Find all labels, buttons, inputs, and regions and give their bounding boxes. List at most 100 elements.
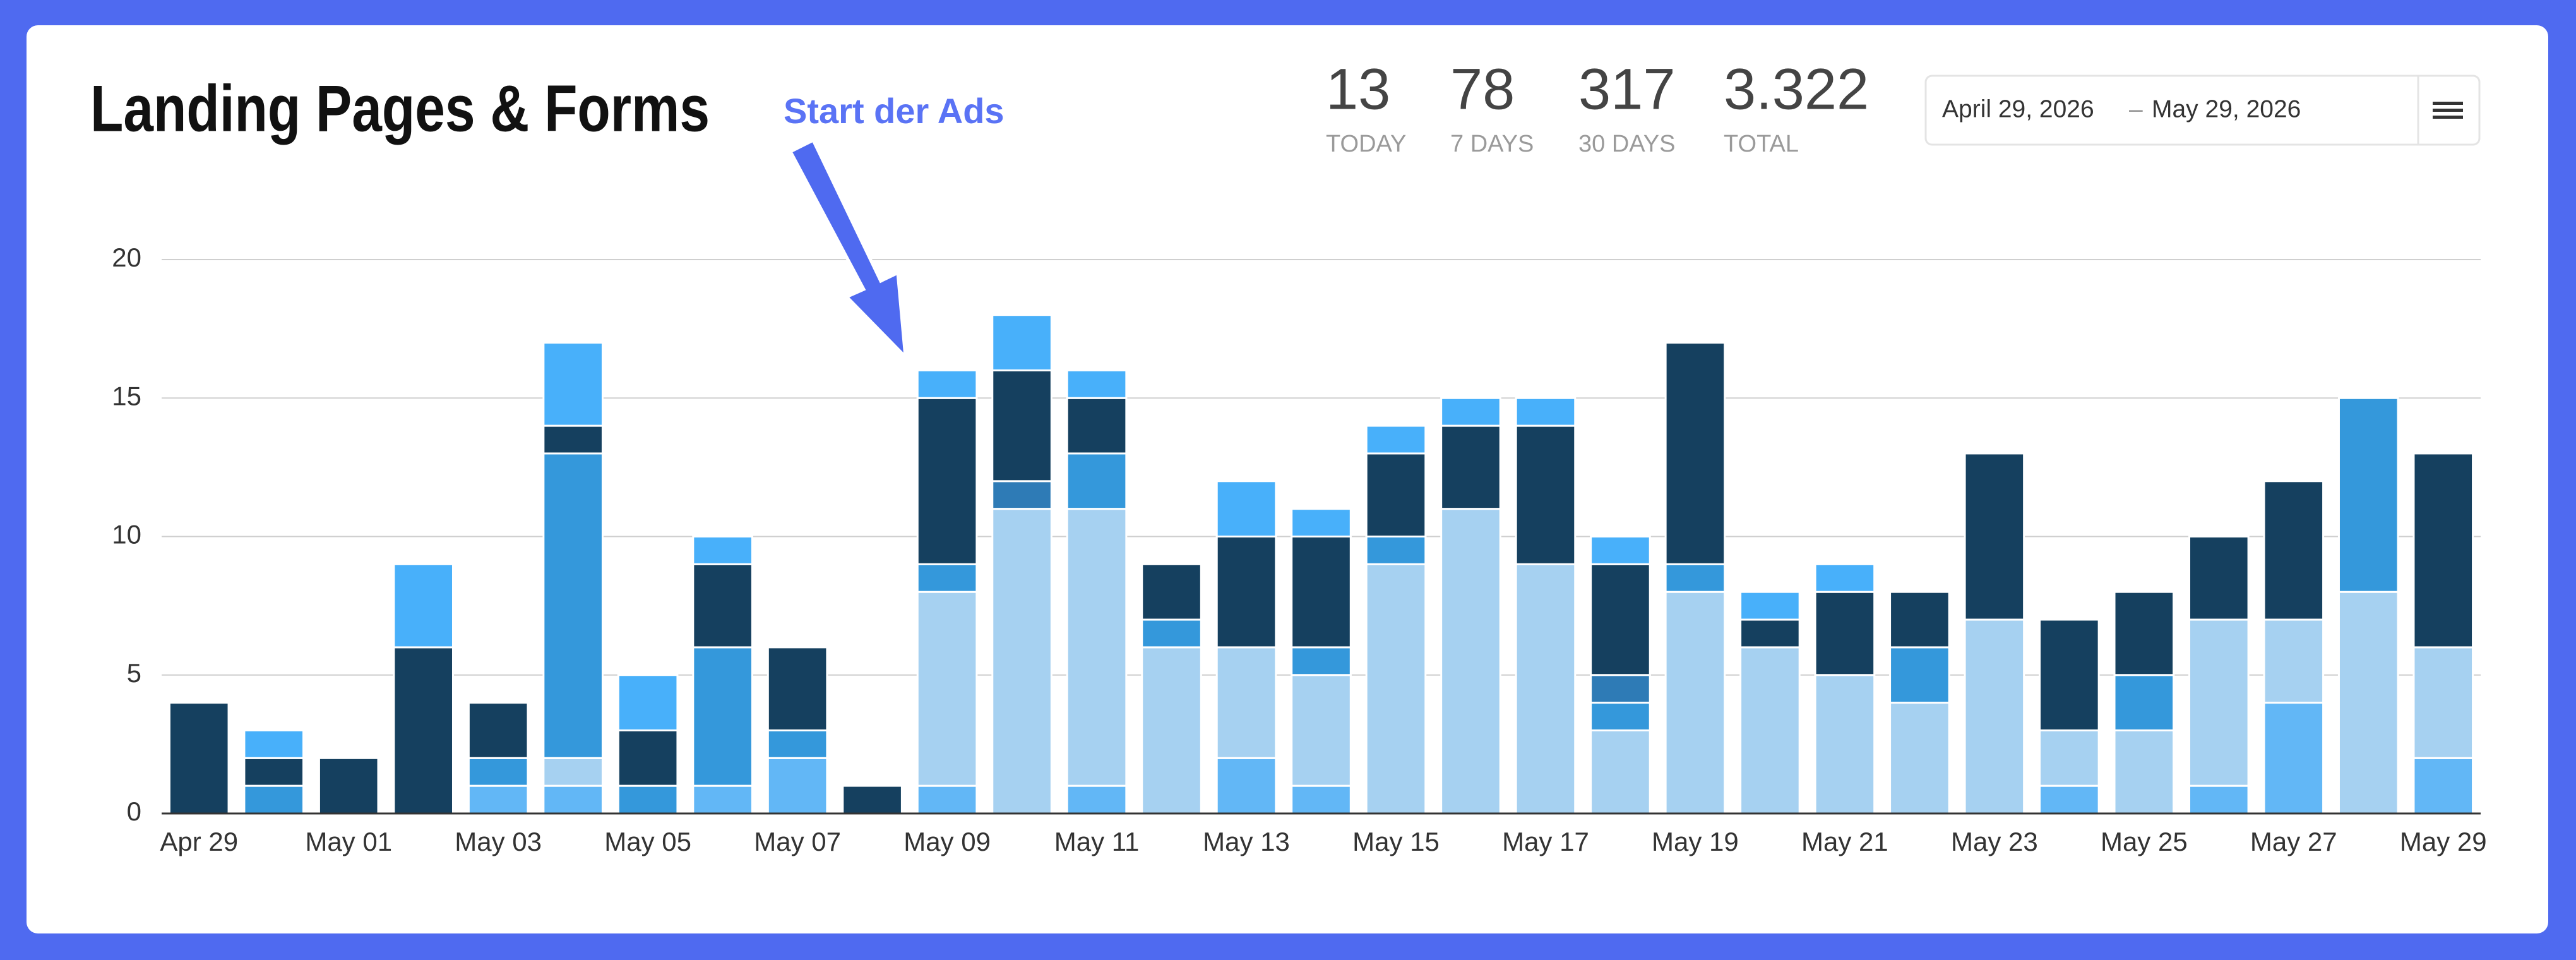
bar-segment (1515, 563, 1577, 815)
bar-segment (1365, 563, 1427, 815)
bar-segment (2412, 757, 2474, 815)
x-tick-label: May 21 (1801, 827, 1888, 856)
bar-segment (1814, 674, 1876, 815)
bar-segment (916, 369, 978, 399)
x-tick-label: May 11 (1054, 827, 1140, 856)
bar-segment (1590, 729, 1651, 815)
bar-segment (1291, 536, 1352, 649)
bar-segment (2263, 702, 2325, 815)
bar-segment (318, 757, 379, 815)
bar-segment (1664, 342, 1726, 565)
bar-segment (1215, 480, 1277, 537)
stat-value: 3.322 (1724, 57, 1869, 121)
y-tick-label: 0 (127, 796, 141, 826)
bar-segment (617, 784, 679, 815)
bar-segment (1739, 618, 1801, 649)
bar-segment (542, 757, 604, 787)
bar-segment (1889, 646, 1950, 704)
bar-segment (766, 646, 828, 731)
bar-segment (1291, 784, 1352, 815)
bar-segment (1739, 591, 1801, 621)
date-separator: – (2129, 95, 2143, 123)
bar-segment (1889, 702, 1950, 815)
bar-segment (842, 784, 903, 815)
bar-segment (2113, 591, 2175, 676)
x-tick-label: May 03 (455, 827, 542, 856)
bar-segment (692, 646, 753, 787)
date-end: May 29, 2026 (2152, 95, 2301, 123)
y-tick-label: 10 (112, 520, 141, 549)
bar-segment (1141, 563, 1202, 621)
y-tick-label: 20 (112, 243, 141, 272)
bar-segment (916, 784, 978, 815)
bar-segment (2263, 618, 2325, 704)
bar-segment (1590, 563, 1651, 676)
stat-label: 7 DAYS (1450, 131, 1534, 157)
bar-segment (1440, 424, 1501, 510)
bar-segment (1066, 452, 1128, 510)
bar-segment (243, 757, 305, 787)
bar-segment (1664, 591, 1726, 815)
bar-segment (1066, 397, 1128, 455)
bar-segment (2188, 784, 2250, 815)
bar-segment (243, 729, 305, 759)
bar-segment (1066, 508, 1128, 787)
bar-segment (2337, 591, 2399, 815)
x-tick-label: May 19 (1652, 827, 1739, 856)
menu-icon[interactable] (2433, 102, 2463, 119)
bar-segment (1739, 646, 1801, 815)
bar-segment (467, 757, 529, 787)
date-picker[interactable] (1924, 75, 2481, 146)
bar-segment (1365, 452, 1427, 538)
bar-segment (243, 784, 305, 815)
bar-segment (1590, 702, 1651, 731)
bar-segment (1440, 508, 1501, 815)
bar-segment (1889, 591, 1950, 649)
x-tick-label: May 01 (305, 827, 392, 856)
bar-segment (1215, 757, 1277, 815)
bar-segment (766, 729, 828, 759)
bar-segment (1066, 784, 1128, 815)
bar-segment (1814, 591, 1876, 676)
x-tick-label: May 29 (2400, 827, 2487, 856)
menu-line (2433, 102, 2463, 105)
x-tick-label: May 25 (2101, 827, 2188, 856)
bar-segment (2039, 729, 2100, 787)
stat-value: 13 (1326, 57, 1390, 121)
bar-segment (2113, 674, 2175, 731)
bar-segment (1215, 536, 1277, 649)
bar-segment (1215, 646, 1277, 759)
stat-value: 78 (1450, 57, 1515, 121)
bar-segment (2412, 646, 2474, 759)
bar-segment (467, 702, 529, 759)
bar-segment (692, 784, 753, 815)
bar-segment (692, 536, 753, 565)
bar-segment (991, 508, 1052, 815)
annotation: Start der Ads (784, 91, 1005, 131)
bar-segment (916, 563, 978, 593)
bar-segment (692, 563, 753, 649)
bar-segment (467, 784, 529, 815)
bar-segment (2039, 618, 2100, 731)
x-tick-label: May 23 (1951, 827, 2038, 856)
x-tick-label: May 05 (604, 827, 691, 856)
bar-segment (916, 397, 978, 565)
plot: 0 5 10 15 20 Apr 29 May 01 May 03 May 05 May 07 Ma… (112, 243, 2486, 856)
bar-segment (2113, 729, 2175, 815)
bar-segment (2412, 452, 2474, 649)
bar-segment (393, 646, 454, 815)
stat-label: TODAY (1326, 131, 1406, 157)
bar-segment (542, 452, 604, 759)
bar-segment (1141, 646, 1202, 815)
bar-segment (542, 784, 604, 815)
bar-segment (542, 424, 604, 455)
bar-segment (916, 591, 978, 787)
bar-segment (1814, 563, 1876, 593)
bar-segment (1291, 674, 1352, 787)
x-tick-label: May 09 (903, 827, 991, 856)
stats: 13 TODAY 78 7 DAYS 317 30 DAYS 3.322 TOTAL (1326, 57, 1869, 157)
y-tick-label: 15 (112, 381, 141, 411)
bar-segment (991, 369, 1052, 483)
